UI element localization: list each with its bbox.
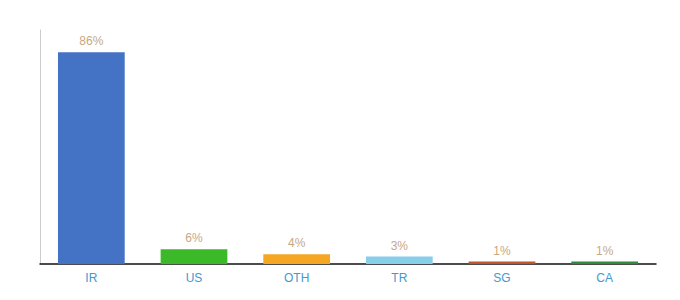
svg-text:1%: 1%	[596, 244, 614, 258]
svg-text:US: US	[186, 271, 203, 285]
svg-text:SG: SG	[493, 271, 510, 285]
svg-text:3%: 3%	[391, 239, 409, 253]
svg-text:IR: IR	[85, 271, 97, 285]
svg-text:TR: TR	[391, 271, 407, 285]
svg-text:1%: 1%	[493, 244, 511, 258]
svg-text:86%: 86%	[79, 34, 103, 48]
svg-text:OTH: OTH	[284, 271, 309, 285]
svg-text:4%: 4%	[288, 236, 306, 250]
svg-text:CA: CA	[596, 271, 613, 285]
svg-text:6%: 6%	[185, 231, 203, 245]
